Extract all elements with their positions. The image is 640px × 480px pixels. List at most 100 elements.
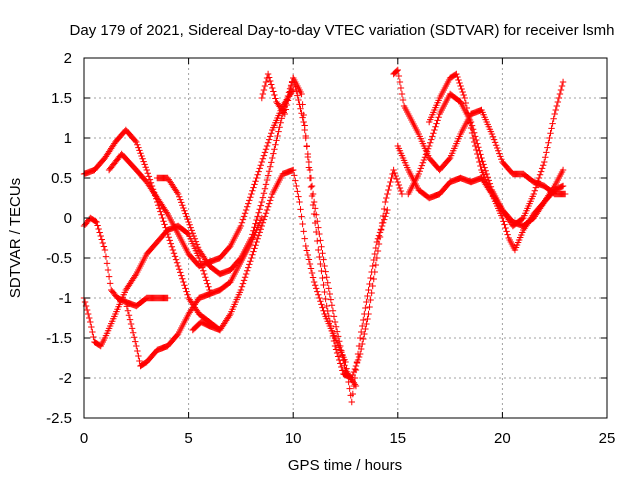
data-point — [491, 139, 499, 146]
data-point — [559, 78, 567, 86]
data-point — [124, 307, 132, 314]
data-point — [270, 88, 277, 95]
data-point — [310, 278, 318, 286]
data-point — [357, 345, 365, 353]
data-point — [262, 146, 270, 153]
data-point — [138, 152, 145, 160]
data-point — [94, 222, 101, 229]
data-point — [310, 210, 318, 218]
data-point — [247, 194, 254, 201]
data-point — [381, 216, 388, 223]
data-point — [488, 130, 496, 138]
data-point — [392, 172, 399, 180]
data-point — [184, 216, 191, 223]
data-point — [315, 246, 322, 254]
data-point — [302, 132, 309, 140]
data-point — [166, 237, 173, 244]
data-point — [393, 175, 400, 183]
data-point — [499, 214, 506, 222]
data-point — [180, 278, 187, 286]
data-point — [453, 70, 460, 78]
data-point — [303, 143, 310, 150]
data-point — [255, 168, 262, 175]
data-point — [359, 322, 366, 330]
data-point — [278, 115, 285, 122]
data-point — [183, 213, 190, 220]
data-point — [260, 190, 268, 197]
data-point — [424, 145, 432, 152]
data-point — [175, 193, 183, 200]
data-point — [351, 381, 359, 388]
y-axis-label: SDTVAR / TECUs — [7, 178, 24, 298]
data-point — [122, 298, 130, 306]
data-point — [101, 246, 109, 254]
data-point — [318, 267, 325, 275]
data-point — [304, 153, 312, 161]
data-point — [266, 197, 274, 204]
data-point — [425, 142, 433, 150]
data-point — [355, 353, 363, 361]
data-point — [102, 253, 110, 260]
data-point — [308, 269, 316, 277]
data-point — [261, 82, 269, 90]
data-point — [551, 110, 558, 118]
data-point — [348, 398, 355, 406]
data-point — [92, 218, 99, 225]
data-point — [133, 138, 140, 146]
data-point — [467, 124, 475, 132]
data-point — [186, 221, 193, 228]
data-point — [272, 95, 279, 102]
data-point — [257, 202, 264, 209]
data-point — [291, 172, 298, 179]
data-point — [429, 133, 436, 140]
data-point — [301, 235, 308, 242]
data-point — [248, 254, 255, 262]
data-point — [364, 292, 371, 300]
data-point — [317, 298, 324, 305]
data-point — [194, 244, 202, 251]
data-point — [463, 104, 471, 112]
data-point — [315, 291, 322, 298]
data-point — [363, 298, 370, 306]
data-point — [259, 90, 267, 98]
x-tick-label: 5 — [184, 430, 192, 447]
data-point — [134, 141, 141, 148]
data-point — [157, 208, 164, 215]
data-point — [264, 70, 272, 78]
data-point — [263, 142, 271, 150]
data-point — [133, 342, 140, 350]
data-point — [385, 186, 392, 194]
data-point — [302, 242, 309, 250]
data-point — [477, 162, 484, 170]
data-point — [383, 194, 390, 202]
data-point — [160, 218, 167, 225]
series-track-2 — [80, 214, 171, 310]
data-point — [397, 84, 405, 92]
data-point — [356, 334, 364, 342]
data-point — [366, 303, 373, 311]
data-point — [287, 83, 295, 91]
data-point — [332, 323, 340, 330]
data-point — [315, 224, 322, 231]
x-axis-ticks: 0 5 10 15 20 25 — [80, 58, 615, 447]
data-point — [308, 182, 316, 190]
data-point — [363, 320, 370, 328]
y-tick-label: 0 — [64, 210, 72, 227]
data-point — [465, 114, 473, 122]
data-point — [317, 237, 324, 244]
data-point — [192, 238, 200, 245]
series-track-1 — [80, 126, 224, 334]
data-point — [259, 155, 267, 162]
data-point — [266, 77, 274, 85]
plot-frame — [83, 57, 608, 419]
data-point — [104, 266, 112, 274]
data-point — [255, 232, 262, 239]
data-point — [181, 207, 188, 214]
data-point — [261, 185, 269, 192]
data-point — [543, 149, 550, 156]
data-point — [257, 226, 264, 233]
data-point — [283, 101, 291, 109]
data-point — [255, 209, 262, 216]
data-point — [243, 203, 251, 210]
data-point — [321, 262, 328, 270]
